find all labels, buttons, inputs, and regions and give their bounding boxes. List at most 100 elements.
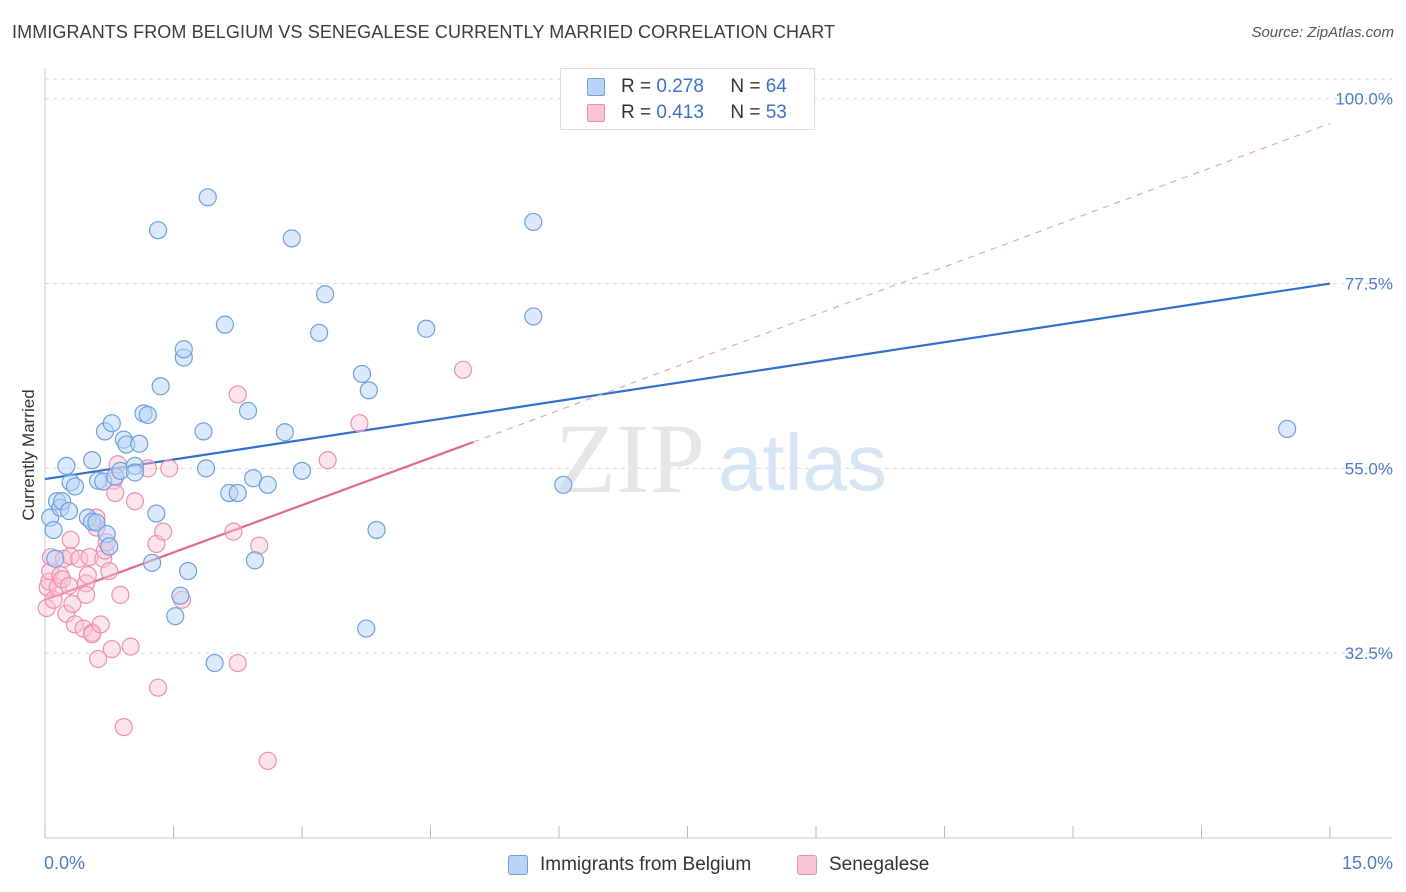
senegalese-trend-line [44, 441, 474, 601]
senegalese-point [53, 570, 72, 589]
belgium-point [357, 619, 376, 638]
belgium-point [292, 461, 312, 480]
belgium-legend-swatch [508, 855, 528, 875]
r-value-belgium: 0.278 [656, 76, 704, 97]
senegalese-point [224, 522, 243, 541]
senegalese-point [148, 678, 168, 697]
legend-label-belgium: Immigrants from Belgium [540, 854, 752, 875]
belgium-point [59, 501, 79, 521]
x-tick-label: 15.0% [1342, 853, 1393, 873]
senegalese-point [80, 547, 99, 567]
senegalese-point [318, 451, 337, 470]
belgium-trend-line [44, 282, 1331, 481]
n-value-senegalese: 53 [765, 102, 787, 123]
source-label: Source: ZipAtlas.com [1251, 24, 1394, 41]
y-tick-label: 55.0% [1345, 459, 1393, 478]
belgium-point [215, 315, 234, 334]
senegalese-point [63, 594, 82, 614]
trend-lines [44, 122, 1331, 601]
belgium-point [147, 504, 166, 523]
senegalese-point [89, 649, 108, 669]
senegalese-point [65, 615, 85, 634]
senegalese-point [100, 561, 119, 581]
axes [44, 68, 1392, 839]
senegalese-point [228, 653, 247, 673]
belgium-point [174, 340, 193, 359]
belgium-point [352, 364, 372, 384]
y-tick-label: 32.5% [1345, 644, 1393, 663]
senegalese-point [78, 566, 97, 585]
belgium-point [65, 477, 85, 496]
belgium-point [100, 537, 119, 556]
belgium-point [46, 549, 65, 568]
senegalese-point [61, 530, 80, 549]
senegalese-point [453, 360, 473, 379]
gridlines [45, 78, 1392, 654]
belgium-points [41, 188, 1297, 673]
y-tick-label: 77.5% [1345, 275, 1393, 294]
senegalese-point [125, 492, 145, 511]
senegalese-trend-extension [473, 122, 1331, 443]
senegalese-point [59, 576, 79, 595]
senegalese-legend-swatch [797, 855, 817, 875]
x-tick-label: 0.0% [44, 853, 85, 873]
belgium-point [238, 401, 258, 420]
belgium-point [102, 414, 121, 433]
senegalese-point [102, 639, 121, 659]
watermark-zip: ZIP [555, 403, 705, 514]
belgium-point [138, 405, 157, 425]
watermark-atlas: atlas [718, 418, 887, 507]
r-label: R = [621, 102, 652, 123]
series-legend: Immigrants from Belgium Senegalese [0, 850, 1406, 880]
senegalese-point [121, 637, 140, 656]
senegalese-point [160, 459, 179, 478]
belgium-swatch [587, 78, 605, 96]
chart-title: IMMIGRANTS FROM BELGIUM VS SENEGALESE CU… [12, 22, 836, 42]
belgium-point [554, 475, 573, 494]
stats-legend: R = 0.278 N = 64 R = 0.413 N = 53 [560, 68, 815, 130]
tick-labels: 32.5% 55.0% 77.5% 100.0% 0.0% 15.0% [44, 90, 1393, 873]
belgium-point [178, 561, 198, 581]
belgium-point [171, 586, 190, 605]
n-value-belgium: 64 [765, 76, 787, 97]
senegalese-point [114, 718, 133, 737]
senegalese-point [91, 615, 110, 634]
belgium-point [194, 422, 213, 441]
belgium-point [245, 551, 264, 570]
senegalese-point [77, 585, 96, 604]
senegalese-point [111, 585, 130, 604]
n-label: N = [730, 102, 761, 123]
belgium-point [310, 323, 329, 342]
y-tick-label: 100.0% [1335, 90, 1393, 109]
senegalese-point [228, 385, 247, 404]
belgium-point [142, 553, 162, 572]
belgium-point [1278, 419, 1297, 439]
r-value-senegalese: 0.413 [656, 102, 704, 123]
senegalese-swatch [587, 104, 605, 122]
belgium-point [367, 520, 386, 540]
belgium-point [148, 221, 168, 240]
belgium-point [130, 434, 149, 453]
belgium-point [205, 653, 224, 673]
belgium-point [228, 483, 247, 503]
belgium-point [524, 307, 543, 326]
senegalese-point [350, 414, 369, 433]
belgium-point [151, 377, 170, 396]
belgium-point [316, 285, 335, 304]
belgium-point [83, 451, 102, 470]
y-axis-label: Currently Married [19, 389, 38, 520]
belgium-point [524, 212, 543, 232]
belgium-point [87, 513, 106, 532]
legend-label-senegalese: Senegalese [829, 854, 930, 875]
watermark: ZIP atlas [555, 403, 887, 514]
belgium-point [198, 188, 217, 207]
belgium-point [166, 607, 185, 626]
belgium-point [417, 319, 436, 338]
belgium-point [196, 459, 216, 478]
n-label: N = [730, 76, 761, 97]
belgium-point [125, 463, 145, 482]
r-label: R = [621, 76, 652, 97]
belgium-point [57, 456, 76, 476]
belgium-point [258, 475, 277, 494]
